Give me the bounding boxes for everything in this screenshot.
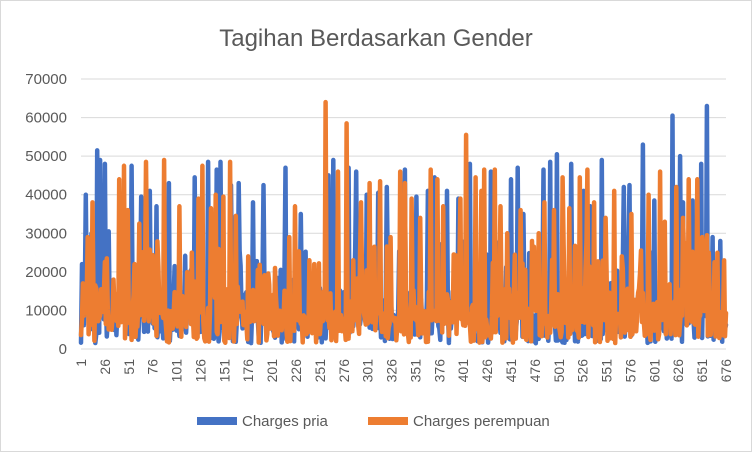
series-line-perempuan: [78, 99, 729, 346]
x-tick-label: 301: [360, 359, 376, 383]
y-axis: 0 10000 20000 30000 40000 50000 60000 70000: [25, 71, 67, 358]
y-tick-label: 50000: [25, 148, 67, 165]
y-tick-label: 30000: [25, 225, 67, 242]
legend-label-perempuan: Charges perempuan: [413, 413, 550, 430]
x-tick-label: 451: [503, 359, 519, 383]
x-tick-label: 101: [169, 359, 185, 383]
legend-label-pria: Charges pria: [242, 413, 329, 430]
x-tick-label: 376: [431, 359, 447, 383]
x-tick-label: 651: [694, 359, 710, 383]
y-tick-label: 20000: [25, 264, 67, 281]
x-tick-label: 76: [145, 359, 161, 375]
x-tick-label: 1: [73, 359, 89, 367]
x-tick-label: 126: [192, 359, 208, 383]
series-layer: [78, 99, 729, 346]
x-tick-label: 351: [407, 359, 423, 383]
x-tick-label: 26: [97, 359, 113, 375]
x-tick-label: 476: [527, 359, 543, 383]
x-tick-label: 601: [646, 359, 662, 383]
x-tick-label: 251: [312, 359, 328, 383]
x-tick-label: 501: [551, 359, 567, 383]
x-axis: 1 26 51 76 101 126 151 176 201 226 251 276 301 326 351…: [73, 359, 734, 383]
x-tick-label: 51: [121, 359, 137, 375]
x-tick-label: 151: [216, 359, 232, 383]
x-tick-label: 201: [264, 359, 280, 383]
x-tick-label: 626: [670, 359, 686, 383]
y-tick-label: 40000: [25, 187, 67, 204]
y-tick-label: 0: [59, 341, 67, 358]
chart-title: Tagihan Berdasarkan Gender: [219, 25, 533, 52]
x-tick-label: 401: [455, 359, 471, 383]
x-tick-label: 426: [479, 359, 495, 383]
x-tick-label: 226: [288, 359, 304, 383]
x-tick-label: 676: [718, 359, 734, 383]
x-tick-label: 276: [336, 359, 352, 383]
y-tick-label: 70000: [25, 71, 67, 88]
x-tick-label: 576: [622, 359, 638, 383]
y-tick-label: 60000: [25, 110, 67, 127]
x-tick-label: 326: [384, 359, 400, 383]
x-tick-label: 551: [599, 359, 615, 383]
legend: Charges pria Charges perempuan: [197, 413, 550, 430]
y-tick-label: 10000: [25, 302, 67, 319]
x-tick-label: 176: [240, 359, 256, 383]
x-tick-label: 526: [575, 359, 591, 383]
